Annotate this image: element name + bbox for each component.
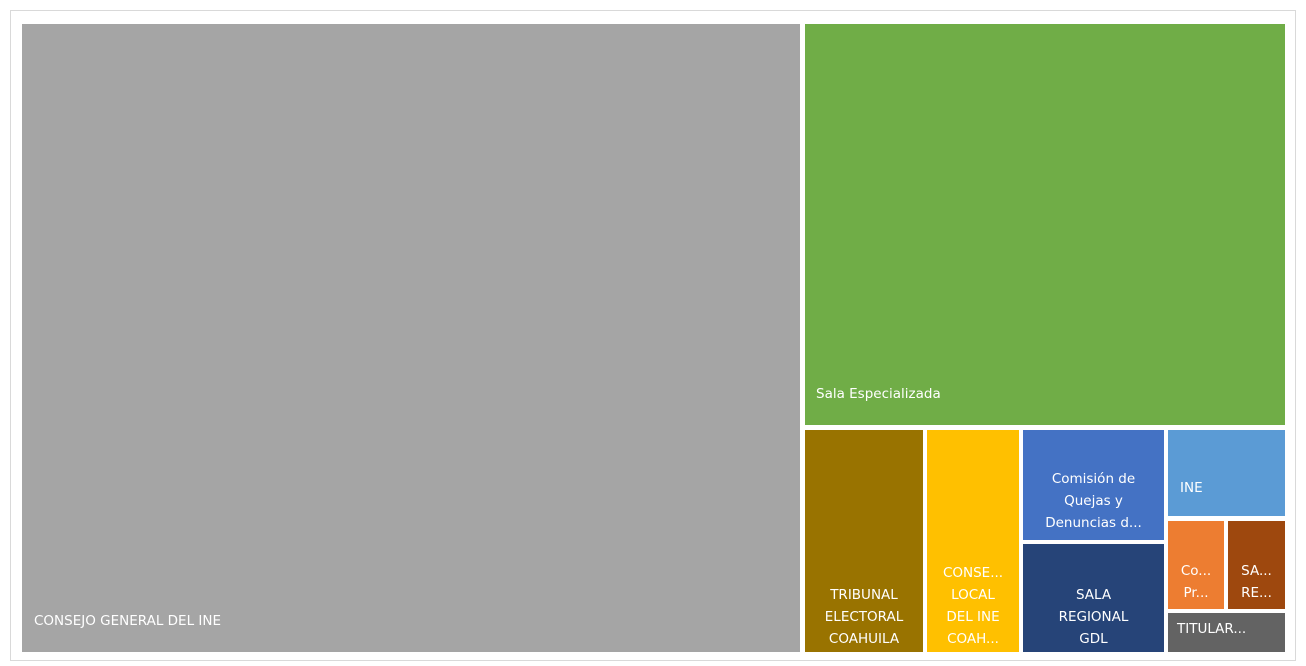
treemap-cell xyxy=(1023,430,1164,540)
treemap-cell xyxy=(927,430,1019,652)
treemap-cell xyxy=(805,430,923,652)
treemap-cell xyxy=(1168,613,1285,652)
treemap-cell xyxy=(1168,430,1285,516)
treemap-cell xyxy=(1228,521,1285,609)
treemap-cell xyxy=(22,24,800,652)
treemap-cell xyxy=(805,24,1285,425)
treemap-cell xyxy=(1023,544,1164,652)
treemap-cell xyxy=(1168,521,1224,609)
